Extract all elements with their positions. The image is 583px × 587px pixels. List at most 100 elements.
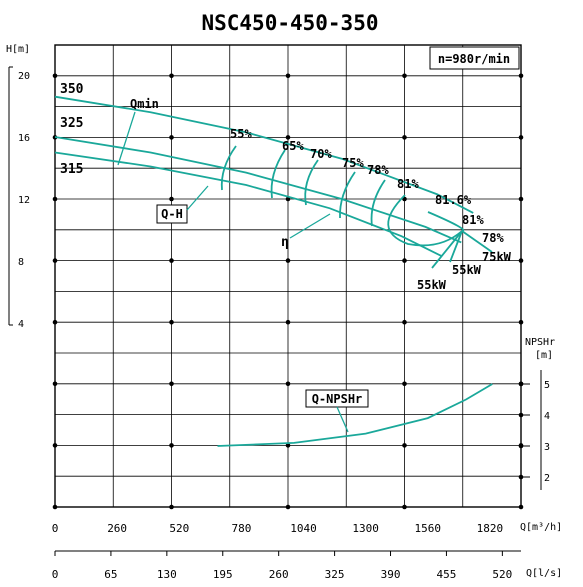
efficiency-label-5: 81% (397, 177, 419, 191)
power-line-75kw (461, 230, 493, 253)
impeller-label-325: 325 (60, 116, 83, 131)
eta-label: η (281, 235, 289, 250)
power-label-1: 55kW (452, 263, 482, 277)
y-ticks-npsh: 5 4 3 2 (518, 380, 550, 484)
qmin-lead (117, 111, 136, 166)
grid-dot (52, 381, 58, 387)
grid-lines (52, 45, 524, 510)
speed-box (429, 46, 520, 70)
curve-315 (54, 151, 443, 258)
efficiency-label-1: 65% (282, 139, 304, 153)
qh-lead (186, 185, 209, 211)
grid-dot (52, 258, 58, 263)
speed-label: n=980r/min (438, 52, 510, 66)
grid-dot (402, 381, 407, 387)
eta-lead (289, 213, 331, 239)
efficiency-label-2: 70% (310, 147, 332, 161)
efficiency-label-3: 75% (342, 156, 364, 170)
grid-dot (285, 135, 291, 140)
qmin-label: Qmin (130, 97, 159, 111)
grid-dot (169, 504, 174, 510)
efficiency-arc-4 (370, 179, 386, 227)
curve-Q-NPSHr (217, 383, 493, 447)
grid-dot (285, 258, 291, 263)
power-label-0: 75kW (482, 250, 512, 264)
grid-dot (285, 443, 291, 448)
power-label-2: 55kW (417, 278, 447, 292)
efficiency-loop-816 (427, 211, 465, 232)
x-tick-ls-390: 390 (381, 568, 401, 581)
efficiency-label-0: 55% (230, 127, 252, 141)
y-tick-head-12: 12 (18, 195, 30, 206)
curve-325 (54, 136, 462, 244)
npsh-label: Q-NPSHr (312, 392, 363, 406)
y-tick-npsh-4: 4 (544, 411, 550, 422)
qh-label: Q-H (161, 207, 183, 221)
grid-dot (52, 319, 58, 325)
x-tick-m3h-1300: 1300 (352, 522, 379, 535)
power-line-55kw-b (449, 230, 463, 263)
x-tick-ls-520: 520 (492, 568, 512, 581)
y-tick-head-20: 20 (18, 71, 30, 82)
x-ticks-ls: 0 65 130 195 260 325 390 455 520 (52, 551, 512, 581)
x-tick-ls-0: 0 (52, 568, 59, 581)
x-tick-m3h-0: 0 (52, 522, 59, 535)
y-axis-label-npsh-unit: [m] (535, 350, 553, 361)
grid-dot (402, 73, 407, 79)
x-tick-ls-260: 260 (269, 568, 289, 581)
grid-dot (518, 319, 524, 325)
x-tick-m3h-1040: 1040 (290, 522, 317, 535)
y-tick-head-4: 4 (18, 319, 24, 330)
efficiency-arc-3 (339, 171, 356, 219)
grid-dot (169, 319, 174, 325)
curve-350 (54, 95, 474, 214)
y-tick-npsh-dot-5 (518, 381, 524, 387)
x-axis-label-m3h: Q[m³/h] (520, 522, 562, 533)
grid-dot (518, 258, 524, 263)
grid-dot (285, 504, 291, 510)
y-ticks-head: 20 16 12 8 4 (18, 71, 30, 330)
x-tick-m3h-1560: 1560 (415, 522, 442, 535)
head-curves (54, 95, 493, 447)
qh-box (156, 204, 188, 224)
chart-title: NSC450-450-350 (201, 11, 378, 35)
x-tick-m3h-1820: 1820 (477, 522, 504, 535)
x-tick-ls-65: 65 (104, 568, 117, 581)
x-tick-m3h-780: 780 (231, 522, 251, 535)
y-tick-head-8: 8 (18, 257, 24, 268)
grid-dot (285, 73, 291, 79)
y-tick-npsh-2: 2 (544, 473, 550, 484)
grid-dot (402, 319, 407, 325)
y-tick-npsh-5: 5 (544, 380, 550, 391)
efficiency-label-6: 81.6% (435, 193, 472, 207)
efficiency-contours (220, 145, 493, 269)
grid-dot (169, 135, 174, 140)
efficiency-arc-2 (304, 159, 319, 206)
x-tick-ls-195: 195 (213, 568, 233, 581)
grid-dot (402, 443, 407, 448)
grid-dot (52, 504, 58, 510)
grid-dot (518, 135, 524, 140)
y-tick-npsh-dot-2 (518, 474, 524, 480)
y-axis-label-head: H[m] (6, 44, 30, 55)
x-tick-m3h-520: 520 (169, 522, 189, 535)
grid-dot (52, 73, 58, 79)
grid-dot (285, 319, 291, 325)
npsh-lead (336, 406, 349, 433)
impeller-label-350: 350 (60, 82, 84, 97)
power-line-55kw (431, 230, 463, 269)
grid-dot (169, 258, 174, 263)
x-tick-ls-130: 130 (157, 568, 177, 581)
y-tick-head-16: 16 (18, 133, 30, 144)
y-tick-npsh-dot-4 (518, 412, 524, 418)
grid-dot (518, 196, 524, 202)
x-tick-m3h-260: 260 (107, 522, 127, 535)
grid-dot (169, 381, 174, 387)
grid-dot (518, 504, 524, 510)
x-tick-ls-325: 325 (325, 568, 345, 581)
grid-dot (52, 443, 58, 448)
y-tick-npsh-3: 3 (544, 442, 550, 453)
grid-dot (402, 135, 407, 140)
efficiency-arc-0 (220, 145, 237, 191)
